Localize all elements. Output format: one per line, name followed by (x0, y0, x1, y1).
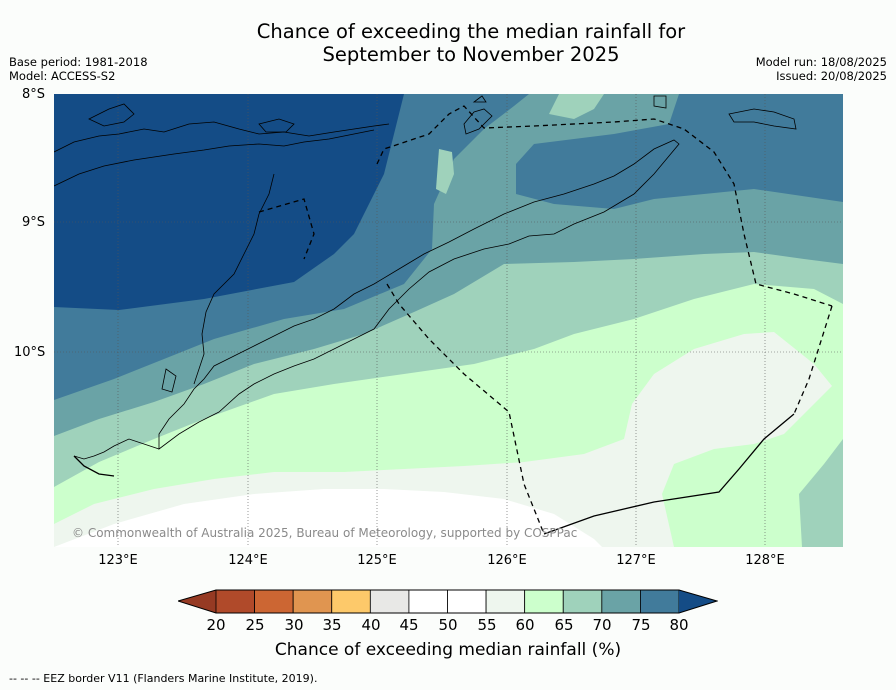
model-name: Model: ACCESS-S2 (9, 69, 116, 83)
copyright-notice: © Commonwealth of Australia 2025, Bureau… (72, 526, 578, 540)
lon-label-127e: 127°E (616, 553, 656, 568)
lon-label-125e: 125°E (357, 553, 397, 568)
colorbar-cell-25-30 (254, 589, 294, 614)
colorbar-cell-30-35 (292, 589, 333, 614)
title-line-1: Chance of exceeding the median rainfall … (256, 20, 686, 43)
eez-border-solid (73, 413, 795, 535)
colorbar-tick-35: 35 (322, 616, 342, 634)
lon-label-126e: 126°E (487, 553, 527, 568)
band-50-55 (54, 489, 602, 547)
colorbar-under-arrow (178, 590, 216, 613)
lon-label-123e: 123°E (98, 553, 138, 568)
colorbar-tick-70: 70 (592, 616, 612, 634)
colorbar-cells (215, 589, 680, 614)
band-55-60 (54, 332, 832, 547)
base-period: Base period: 1981-2018 (9, 55, 148, 69)
colorbar-outline (178, 589, 718, 614)
colorbar-tick-60: 60 (515, 616, 535, 634)
lat-label-9s: 9°S (22, 215, 46, 230)
colorbar-tick-45: 45 (399, 616, 419, 634)
colorbar-tick-25: 25 (245, 616, 265, 634)
colorbar (178, 589, 718, 614)
colorbar-cell-50-55 (447, 589, 487, 614)
map-title: Chance of exceeding the median rainfall … (0, 20, 896, 66)
lat-label-8s: 8°S (22, 87, 46, 102)
colorbar-tick-75: 75 (631, 616, 651, 634)
eez-footnote: -- -- -- EEZ border V11 (Flanders Marine… (9, 672, 318, 685)
colorbar-label: Chance of exceeding median rainfall (%) (274, 640, 622, 660)
band-65-70-island (436, 149, 454, 194)
colorbar-cell-60-65 (524, 589, 564, 614)
colorbar-tick-30: 30 (284, 616, 304, 634)
colorbar-cell-35-40 (331, 589, 371, 614)
colorbar-cell-45-50 (408, 589, 448, 614)
colorbar-cell-65-70 (562, 589, 603, 614)
map-svg (54, 94, 843, 547)
model-run: Model run: 18/08/2025 (755, 55, 887, 69)
lon-label-128e: 128°E (745, 553, 785, 568)
colorbar-cell-20-25 (215, 589, 255, 614)
coastlines (54, 95, 797, 460)
colorbar-tick-40: 40 (361, 616, 381, 634)
graticule (54, 94, 843, 547)
colorbar-tick-50: 50 (438, 616, 458, 634)
colorbar-tick-65: 65 (554, 616, 574, 634)
lon-label-124e: 124°E (228, 553, 268, 568)
title-line-2: September to November 2025 (322, 43, 620, 66)
colorbar-tick-80: 80 (669, 616, 689, 634)
colorbar-cell-40-45 (369, 589, 410, 614)
meta-right: Model run: 18/08/2025 Issued: 20/08/2025 (756, 55, 887, 83)
meta-left: Base period: 1981-2018 Model: ACCESS-S2 (9, 55, 148, 83)
issued-date: Issued: 20/08/2025 (776, 69, 887, 83)
rainfall-map (54, 94, 843, 547)
colorbar-cell-55-60 (485, 589, 526, 614)
colorbar-cell-75-80 (640, 589, 680, 614)
colorbar-tick-20: 20 (206, 616, 226, 634)
band-65-70-north (549, 94, 604, 119)
lat-label-10s: 10°S (14, 345, 46, 360)
band-65-70-southeast (799, 439, 843, 547)
colorbar-tick-55: 55 (477, 616, 497, 634)
colorbar-cell-70-75 (601, 589, 641, 614)
colorbar-over-arrow (679, 590, 717, 613)
eez-border (258, 105, 833, 535)
